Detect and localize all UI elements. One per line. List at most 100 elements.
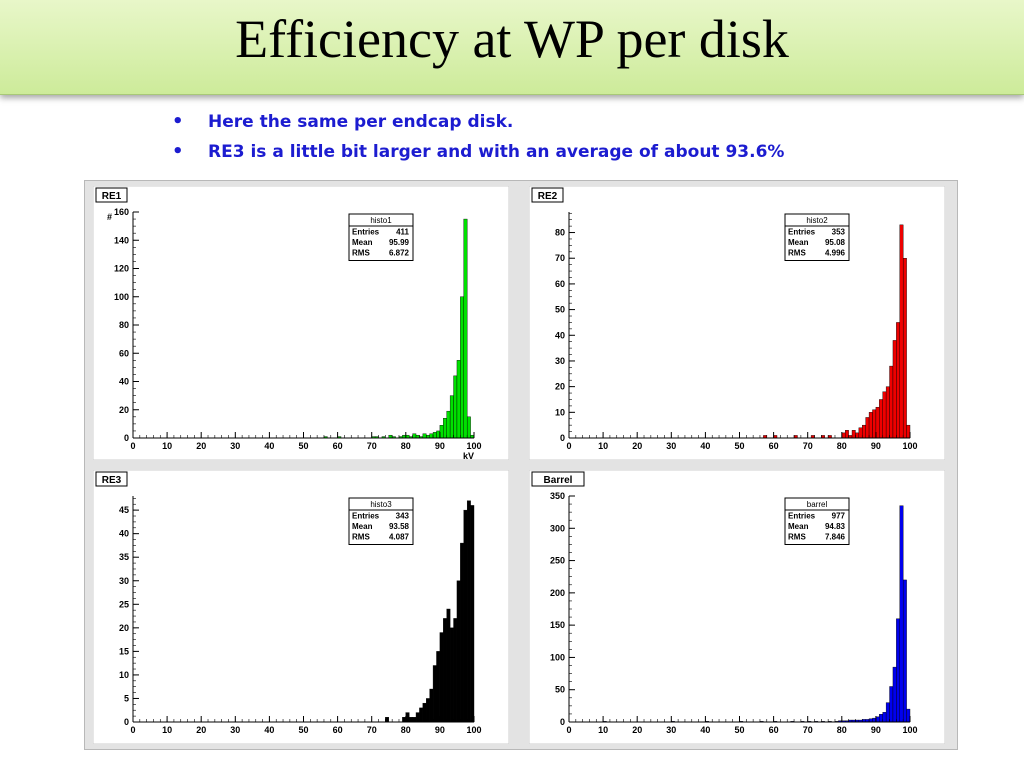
histogram-bar [432,665,437,723]
histogram-bar [845,430,849,439]
x-tick-label: 50 [734,725,744,735]
histogram-bar [466,500,471,723]
y-tick-label: 200 [550,588,565,598]
slide-title: Efficiency at WP per disk [235,9,789,69]
histogram-bar [412,717,417,723]
histogram-bar [875,406,880,439]
x-tick-label: 10 [162,725,172,735]
x-tick-label: 50 [298,725,308,735]
histogram-bar [879,399,883,439]
histogram-bar [899,224,904,439]
x-tick-label: 90 [435,725,445,735]
x-tick-label: 30 [666,441,676,451]
histogram-bar [412,433,417,439]
y-tick-label: 15 [119,646,129,656]
histogram-bar [885,702,890,723]
stats-value: 4.087 [389,533,410,542]
stats-box [784,213,850,261]
pad-label: RE3 [102,475,122,486]
histogram-bar [865,417,870,439]
stats-key: Mean [788,238,809,247]
stats-key: RMS [788,533,806,542]
y-tick-label: 120 [114,264,129,274]
x-tick-label: 60 [769,725,779,735]
stats-title: histo2 [806,216,828,225]
histogram-bar [855,432,860,439]
y-tick-label: 80 [119,320,129,330]
stats-key: Mean [352,522,373,531]
histogram-bar [889,365,894,439]
x-tick-label: 80 [401,441,411,451]
y-tick-label: 300 [550,523,565,533]
y-tick-label: 50 [555,685,565,695]
pad-label-box [95,187,128,203]
stats-value: 95.99 [389,238,410,247]
histogram-bar [456,360,461,439]
pad-label-box [95,471,128,487]
histogram-bar [872,409,877,439]
histogram-bar [872,717,877,723]
histogram-bar [429,433,434,439]
histogram-bar [470,505,475,723]
y-tick-label: 0 [560,717,565,727]
histogram-bar [409,717,413,723]
stats-title: histo1 [370,216,392,225]
stats-value: 343 [396,512,410,521]
histogram-bar [902,579,907,723]
stats-value: 4.996 [825,249,846,258]
x-tick-label: 70 [367,725,377,735]
histogram-bar [892,666,897,723]
x-tick-label: 80 [401,725,411,735]
y-tick-label: 20 [555,382,565,392]
x-tick-label: 100 [466,441,481,451]
histogram-pad-re1: RE1 0 10 20 30 40 50 60 70 80 90 100 0 20 40 60 80 100 120… [93,186,509,460]
y-tick-label: 5 [124,693,129,703]
histogram-bar [453,618,458,723]
histogram-bar [449,627,454,723]
y-tick-label: 25 [119,599,129,609]
y-tick-label: 100 [550,652,565,662]
x-tick-label: 0 [130,441,135,451]
histogram-bar [882,391,887,439]
x-tick-label: 0 [130,725,135,735]
stats-key: RMS [352,533,370,542]
histogram-bar [896,618,900,723]
y-tick-label: 150 [550,620,565,630]
histogram-bar [906,708,911,723]
histogram-bar [851,430,856,439]
x-tick-label: 20 [196,441,206,451]
x-tick-label: 50 [298,441,308,451]
histogram-bar [889,686,894,723]
y-tick-label: 160 [114,207,129,217]
stats-key: Entries [352,512,380,521]
y-tick-label: 40 [555,330,565,340]
y-tick-label: 45 [119,505,129,515]
histogram-bar [422,433,427,439]
histogram-bar [429,688,434,723]
x-tick-label: 60 [333,725,343,735]
y-tick-label: 350 [550,491,565,501]
histogram-pad-barrel: Barrel 0 10 20 30 40 50 60 70 80 90 100 0 50 100 150 200… [529,470,945,744]
histogram-pad-re3: RE3 0 10 20 30 40 50 60 70 80 90 100 0 5 10 15 20 25 30 35 4… [93,470,509,744]
stats-value: 94.83 [825,522,846,531]
histogram-bar [443,418,447,439]
bullet-item: • Here the same per endcap disk. [172,111,784,142]
x-tick-label: 100 [902,441,917,451]
y-tick-label: 80 [555,228,565,238]
stats-key: Mean [352,238,373,247]
y-axis-label: # [107,212,112,222]
x-tick-label: 100 [902,725,917,735]
x-tick-label: 90 [435,441,445,451]
y-tick-label: 250 [550,556,565,566]
histogram-pad-re2: RE2 0 10 20 30 40 50 60 70 80 90 100 0 10 20 30 40 50 60 70… [529,186,945,460]
histogram-bar [868,412,873,439]
stats-key: Mean [788,522,809,531]
y-tick-label: 20 [119,623,129,633]
stats-value: 353 [832,228,846,237]
histogram-bar [426,698,430,723]
histogram-bar [436,651,441,723]
histogram-bar [463,218,468,439]
x-tick-label: 90 [871,725,881,735]
stats-key: Entries [352,228,380,237]
bullet-icon: • [172,141,184,162]
